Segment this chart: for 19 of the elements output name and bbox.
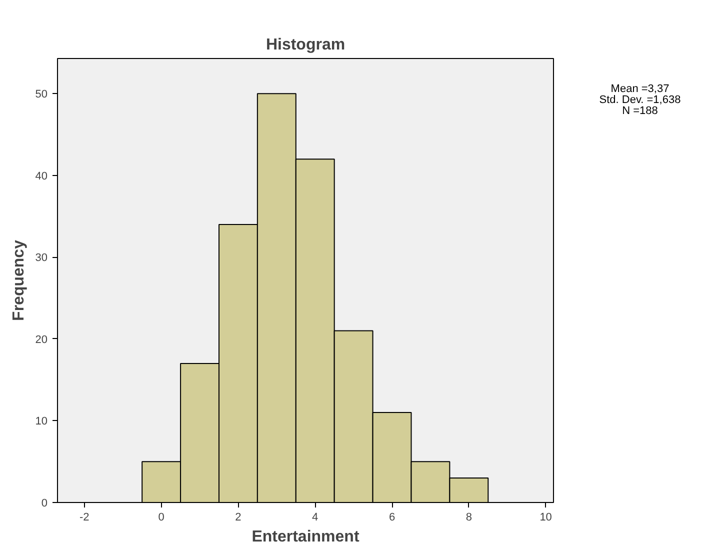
x-axis-title: Entertainment	[252, 528, 360, 546]
y-tick-label: 20	[35, 334, 48, 346]
text: Mean =3,37	[610, 83, 670, 95]
y-tick-label: 30	[35, 252, 48, 264]
x-tick-label: 4	[312, 512, 318, 524]
text: N =188	[621, 105, 659, 117]
y-tick-label: 50	[35, 88, 48, 101]
y-axis-title: Frequency	[10, 240, 28, 321]
x-tick-label: 0	[158, 512, 164, 524]
x-tick-label: 2	[235, 512, 242, 524]
x-tick-label: 10	[540, 512, 552, 524]
chart-title: Histogram	[266, 36, 346, 54]
x-tick-label: 6	[388, 512, 396, 524]
x-tick-label: 8	[466, 512, 472, 524]
y-tick-label: 0	[41, 498, 48, 510]
x-tick-label: -2	[80, 512, 90, 524]
y-tick-label: 10	[35, 416, 48, 428]
text: Std. Dev. =1,638	[599, 94, 681, 106]
y-tick-label: 40	[35, 170, 48, 182]
